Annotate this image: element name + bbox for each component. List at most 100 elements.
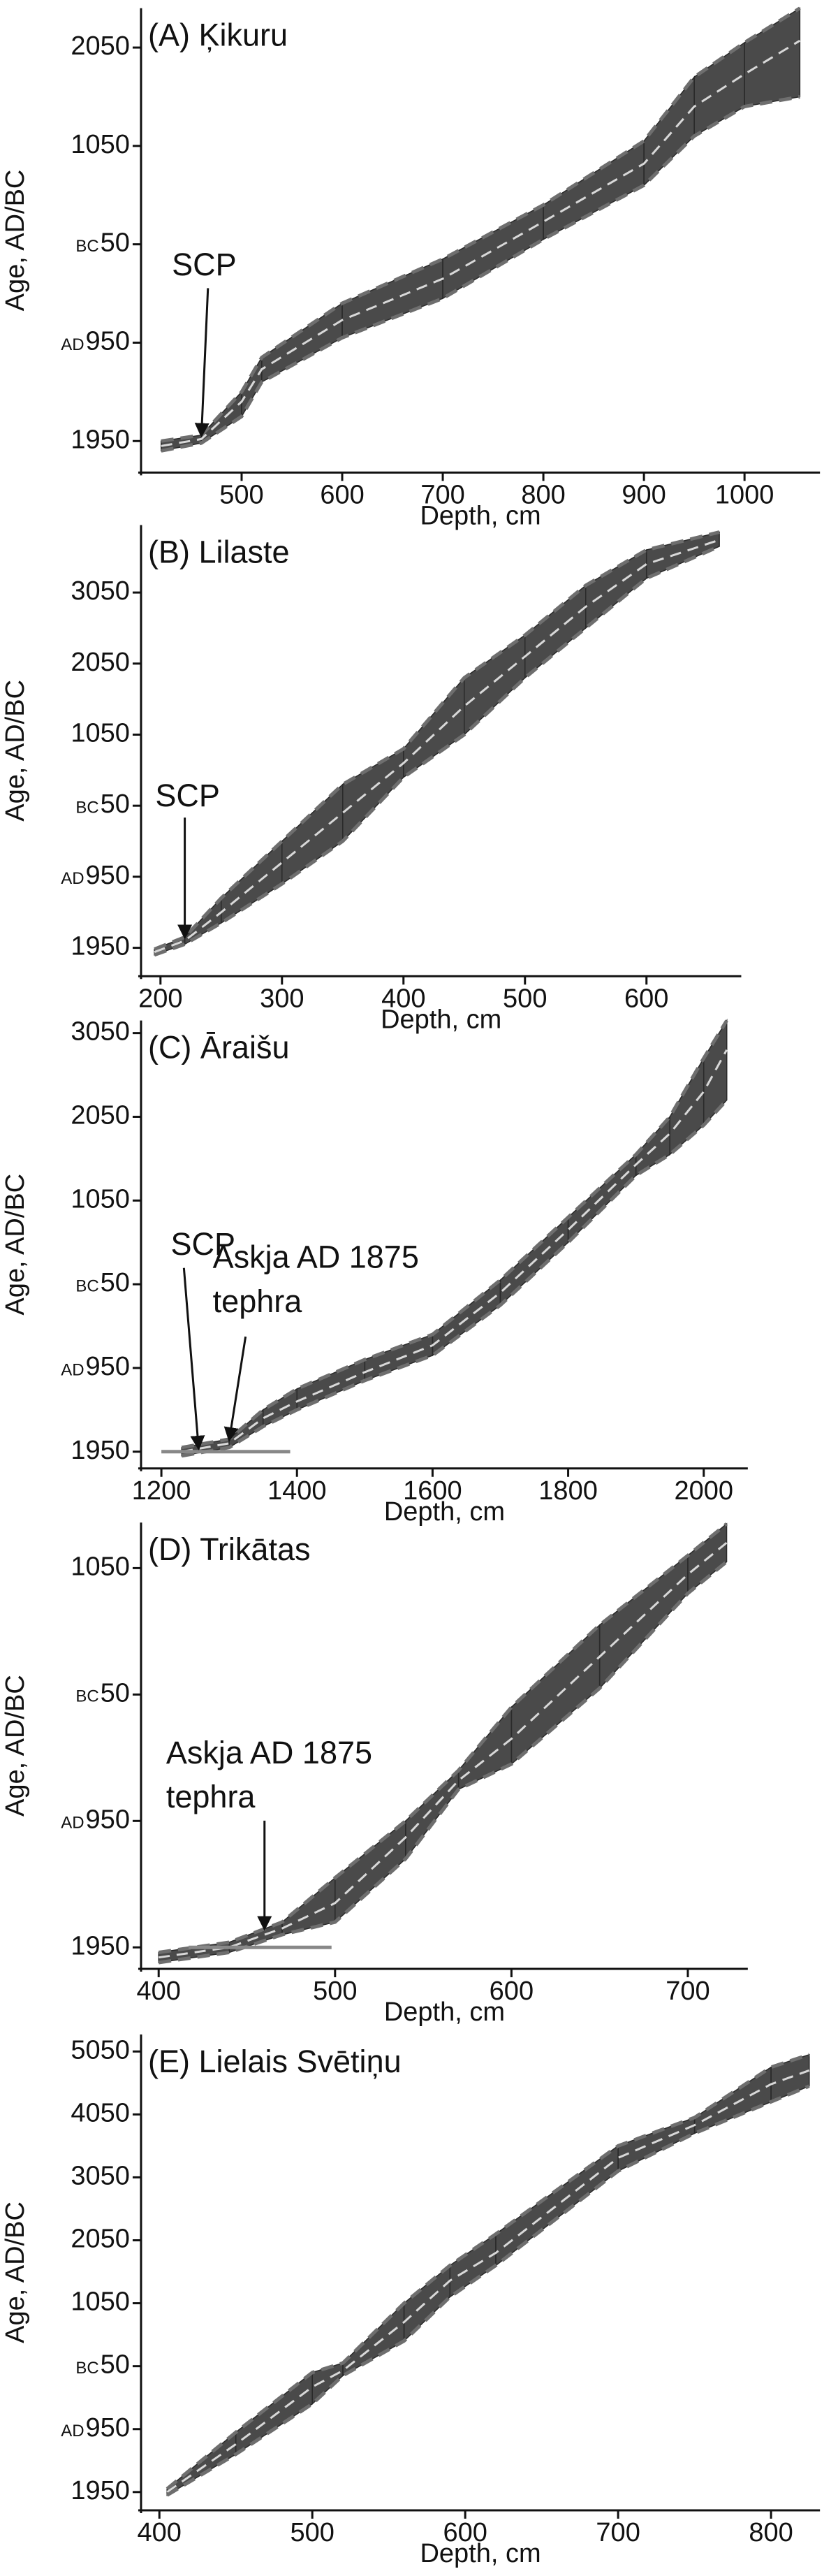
era-prefix: AD — [61, 335, 84, 354]
era-prefix: BC — [75, 237, 98, 256]
era-prefix: AD — [61, 869, 84, 888]
era-prefix: AD — [61, 1360, 84, 1379]
x-tick-label: 1200 — [132, 1476, 191, 1506]
x-tick-label: 1600 — [403, 1476, 462, 1506]
upper-bound-line — [181, 1019, 728, 1450]
x-tick-label: 600 — [624, 984, 668, 1013]
era-prefix: BC — [75, 1276, 98, 1295]
y-tick-label: 1950 — [71, 1931, 130, 1960]
annotation-text: tephra — [213, 1283, 303, 1319]
y-tick-label: 1050 — [71, 130, 130, 159]
y-tick-label: 2050 — [71, 31, 130, 61]
y-axis-label: Age, AD/BC — [1, 2202, 30, 2343]
panel-title: (E) Lielais Svētiņu — [148, 2044, 402, 2079]
y-tick-label: 1050 — [71, 1552, 130, 1581]
mean-line — [154, 539, 720, 954]
lower-bound-line — [181, 1098, 728, 1458]
uncertainty-band — [403, 676, 465, 778]
mean-line — [181, 1049, 728, 1453]
y-tick-label: 50 — [101, 1268, 130, 1297]
lower-bound-line — [158, 1560, 728, 1965]
x-tick-label: 500 — [219, 480, 263, 509]
era-prefix: AD — [61, 2422, 84, 2440]
y-tick-label: 1050 — [71, 2287, 130, 2317]
era-prefix: BC — [75, 799, 98, 817]
annotation-text: Askja AD 1875 — [213, 1239, 419, 1275]
upper-bound-line — [161, 6, 801, 443]
y-tick-label: 2050 — [71, 2225, 130, 2254]
uncertainty-band — [342, 748, 404, 843]
annotation-text: tephra — [166, 1779, 256, 1814]
y-tick-label: 1950 — [71, 2476, 130, 2505]
annotation-text: Askja AD 1875 — [166, 1735, 372, 1770]
x-tick-label: 1000 — [715, 480, 774, 509]
y-tick-label: 50 — [101, 789, 130, 819]
x-axis-label: Depth, cm — [384, 1497, 505, 1527]
panel-title: (D) Trikātas — [148, 1531, 311, 1567]
annotation-arrow — [194, 288, 210, 438]
y-tick-label: 1950 — [71, 425, 130, 454]
y-tick-label: 2050 — [71, 1101, 130, 1130]
mean-line — [166, 2069, 810, 2494]
annotation-arrow — [223, 1336, 247, 1442]
uncertainty-band — [449, 2233, 497, 2299]
y-tick-label: 2050 — [71, 648, 130, 677]
x-tick-label: 600 — [320, 480, 364, 509]
x-tick-label: 800 — [749, 2518, 793, 2547]
x-tick-label: 500 — [313, 1977, 357, 2006]
uncertainty-band — [598, 1554, 689, 1690]
x-tick-label: 400 — [381, 984, 425, 1013]
uncertainty-band — [693, 2066, 772, 2134]
x-axis-label: Depth, cm — [420, 501, 541, 530]
y-tick-label: 1050 — [71, 1184, 130, 1214]
x-tick-label: 200 — [138, 984, 182, 1013]
y-axis-label: Age, AD/BC — [1, 680, 30, 822]
uncertainty-band — [645, 531, 720, 579]
x-tick-label: 2000 — [674, 1476, 733, 1506]
y-tick-label: 950 — [86, 1805, 130, 1834]
y-tick-label: 50 — [101, 2350, 130, 2380]
y-tick-label: 50 — [101, 228, 130, 258]
y-tick-label: 4050 — [71, 2098, 130, 2127]
annotation-text: SCP — [172, 247, 237, 282]
y-tick-label: 950 — [86, 1352, 130, 1381]
lower-bound-line — [166, 2084, 810, 2497]
y-tick-label: 950 — [86, 2413, 130, 2443]
annotation-text: SCP — [155, 778, 220, 813]
uncertainty-band — [342, 2301, 405, 2377]
uncertainty-band — [585, 548, 647, 630]
panel-title: (C) Āraišu — [148, 1030, 290, 1065]
y-tick-label: 950 — [86, 326, 130, 356]
uncertainty-band — [635, 1115, 670, 1177]
mean-line — [158, 1542, 728, 1959]
uncertainty-band — [221, 840, 283, 924]
panel-title: (A) Ķikuru — [148, 17, 288, 53]
annotation-text: SCP — [171, 1226, 236, 1262]
x-axis-label: Depth, cm — [384, 1998, 505, 2027]
x-tick-label: 500 — [290, 2518, 334, 2547]
uncertainty-band — [617, 2116, 696, 2172]
x-axis-label: Depth, cm — [381, 1005, 501, 1034]
y-axis-label: Age, AD/BC — [1, 170, 30, 312]
x-tick-label: 600 — [443, 2518, 487, 2547]
era-prefix: AD — [61, 1814, 84, 1833]
x-axis-label: Depth, cm — [420, 2539, 541, 2568]
x-tick-label: 500 — [503, 984, 547, 1013]
x-tick-label: 700 — [420, 480, 464, 509]
y-axis-label: Age, AD/BC — [1, 1675, 30, 1817]
upper-bound-line — [154, 530, 720, 951]
uncertainty-band — [543, 140, 645, 240]
x-tick-label: 300 — [260, 984, 304, 1013]
x-tick-label: 1400 — [267, 1476, 327, 1506]
mean-line — [161, 39, 801, 447]
uncertainty-band — [166, 2431, 237, 2496]
y-tick-label: 3050 — [71, 1017, 130, 1047]
lower-bound-line — [154, 544, 721, 957]
